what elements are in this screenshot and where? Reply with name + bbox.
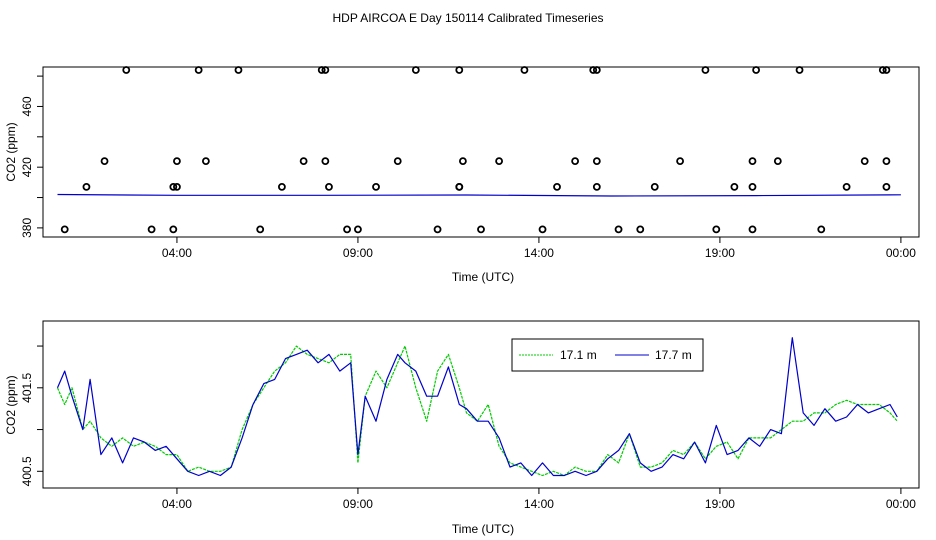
top-scatter-point (100, 157, 109, 166)
top-axes: 04:00 09:00 14:00 19:00 00:00 380 420 460 (20, 75, 916, 260)
top-scatter-point (256, 225, 265, 234)
bottom-y-tick-label: 400.5 (20, 456, 34, 486)
top-scatter-point (730, 183, 739, 191)
top-scatter-point (882, 157, 891, 166)
top-scatter-point (748, 225, 757, 234)
top-scatter-point (325, 183, 333, 191)
top-scatter-point (343, 225, 351, 234)
top-y-tick-label: 420 (20, 157, 34, 177)
top-scatter-point (592, 157, 601, 166)
legend-label-17-1m: 17.1 m (560, 348, 597, 362)
legend: 17.1 m 17.7 m (511, 338, 704, 372)
bottom-axes: 04:00 09:00 14:00 19:00 00:00 400.5 401.5 (20, 345, 916, 511)
top-scatter-point (194, 66, 203, 74)
bottom-x-tick-label: 00:00 (886, 497, 916, 511)
bottom-x-tick-label: 04:00 (162, 497, 192, 511)
top-plot-frame (42, 66, 920, 238)
top-scatter-point (477, 225, 485, 234)
legend-box (511, 338, 704, 372)
top-scatter-point (614, 225, 623, 234)
top-y-tick-label: 460 (20, 96, 34, 116)
top-scatter-point (234, 66, 243, 74)
bottom-plot-frame (42, 320, 920, 489)
top-scatter-point (773, 157, 782, 166)
top-x-tick-label: 14:00 (524, 246, 554, 260)
top-x-tick-label: 04:00 (162, 246, 192, 260)
top-scatter-point (169, 225, 178, 234)
top-scatter-point (748, 157, 757, 166)
bottom-series-line-1 (56, 345, 898, 477)
top-scatter-point (459, 157, 467, 166)
top-scatter-point (321, 157, 330, 166)
top-scatter-point (455, 66, 464, 74)
top-panel: 04:00 09:00 14:00 19:00 00:00 380 420 460 Time … (4, 66, 920, 284)
top-x-axis-label: Time (UTC) (452, 270, 514, 284)
top-scatter-point (299, 157, 308, 166)
top-y-axis-label: CO2 (ppm) (4, 122, 18, 181)
top-scatter-point (795, 66, 804, 74)
top-scatter-point (354, 225, 362, 234)
top-scatter-point (636, 225, 645, 234)
top-scatter-point (817, 225, 826, 234)
top-scatter-point (650, 183, 659, 191)
top-scatter-point (842, 183, 851, 191)
top-x-tick-label: 09:00 (343, 246, 373, 260)
top-scatter-point (495, 157, 503, 166)
top-scatter-point (147, 225, 156, 234)
bottom-panel: 04:00 09:00 14:00 19:00 00:00 400.5 401.5 Time… (4, 320, 920, 536)
top-scatter-point (592, 183, 601, 191)
top-scatter-point (520, 66, 529, 74)
bottom-x-tick-label: 14:00 (524, 497, 554, 511)
top-marks (57, 66, 901, 234)
top-scatter-point (393, 157, 402, 166)
top-scatter-point (82, 183, 91, 191)
top-scatter-point (278, 183, 286, 191)
top-scatter-point (538, 225, 547, 234)
top-scatter-point (455, 183, 464, 191)
bottom-x-axis-label: Time (UTC) (452, 522, 514, 536)
top-y-tick-label: 380 (20, 218, 34, 238)
top-scatter-point (860, 157, 869, 166)
top-scatter-point (321, 66, 330, 74)
bottom-y-tick-label: 401.5 (20, 372, 34, 402)
top-scatter-point (317, 66, 326, 74)
top-scatter-point (878, 66, 887, 74)
top-scatter-point (433, 225, 442, 234)
bottom-x-tick-label: 19:00 (705, 497, 735, 511)
top-scatter-point (411, 66, 420, 74)
top-scatter-point (752, 66, 761, 74)
bottom-marks (56, 337, 898, 477)
legend-label-17-7m: 17.7 m (655, 348, 692, 362)
top-scatter-point (589, 66, 598, 74)
figure-title: HDP AIRCOA E Day 150114 Calibrated Times… (332, 11, 603, 25)
top-series-line-1 (57, 193, 901, 197)
top-scatter-point (201, 157, 210, 166)
top-scatter-point (173, 157, 181, 166)
top-scatter-point (592, 66, 601, 74)
top-scatter-point (676, 157, 684, 166)
top-x-tick-label: 00:00 (886, 246, 916, 260)
top-scatter-point (553, 183, 561, 191)
top-scatter-point (372, 183, 380, 191)
top-x-tick-label: 19:00 (705, 246, 735, 260)
top-scatter-point (122, 66, 131, 74)
top-scatter-point (60, 225, 69, 234)
top-scatter-point (712, 225, 721, 234)
top-scatter-point (701, 66, 710, 74)
top-scatter-point (169, 183, 178, 191)
bottom-series-line-2 (56, 337, 898, 477)
top-scatter-point (882, 66, 891, 74)
bottom-x-tick-label: 09:00 (343, 497, 373, 511)
top-scatter-point (173, 183, 181, 191)
top-scatter-point (882, 183, 891, 191)
top-scatter-point (571, 157, 580, 166)
top-scatter-point (748, 183, 757, 191)
bottom-y-axis-label: CO2 (ppm) (4, 375, 18, 434)
